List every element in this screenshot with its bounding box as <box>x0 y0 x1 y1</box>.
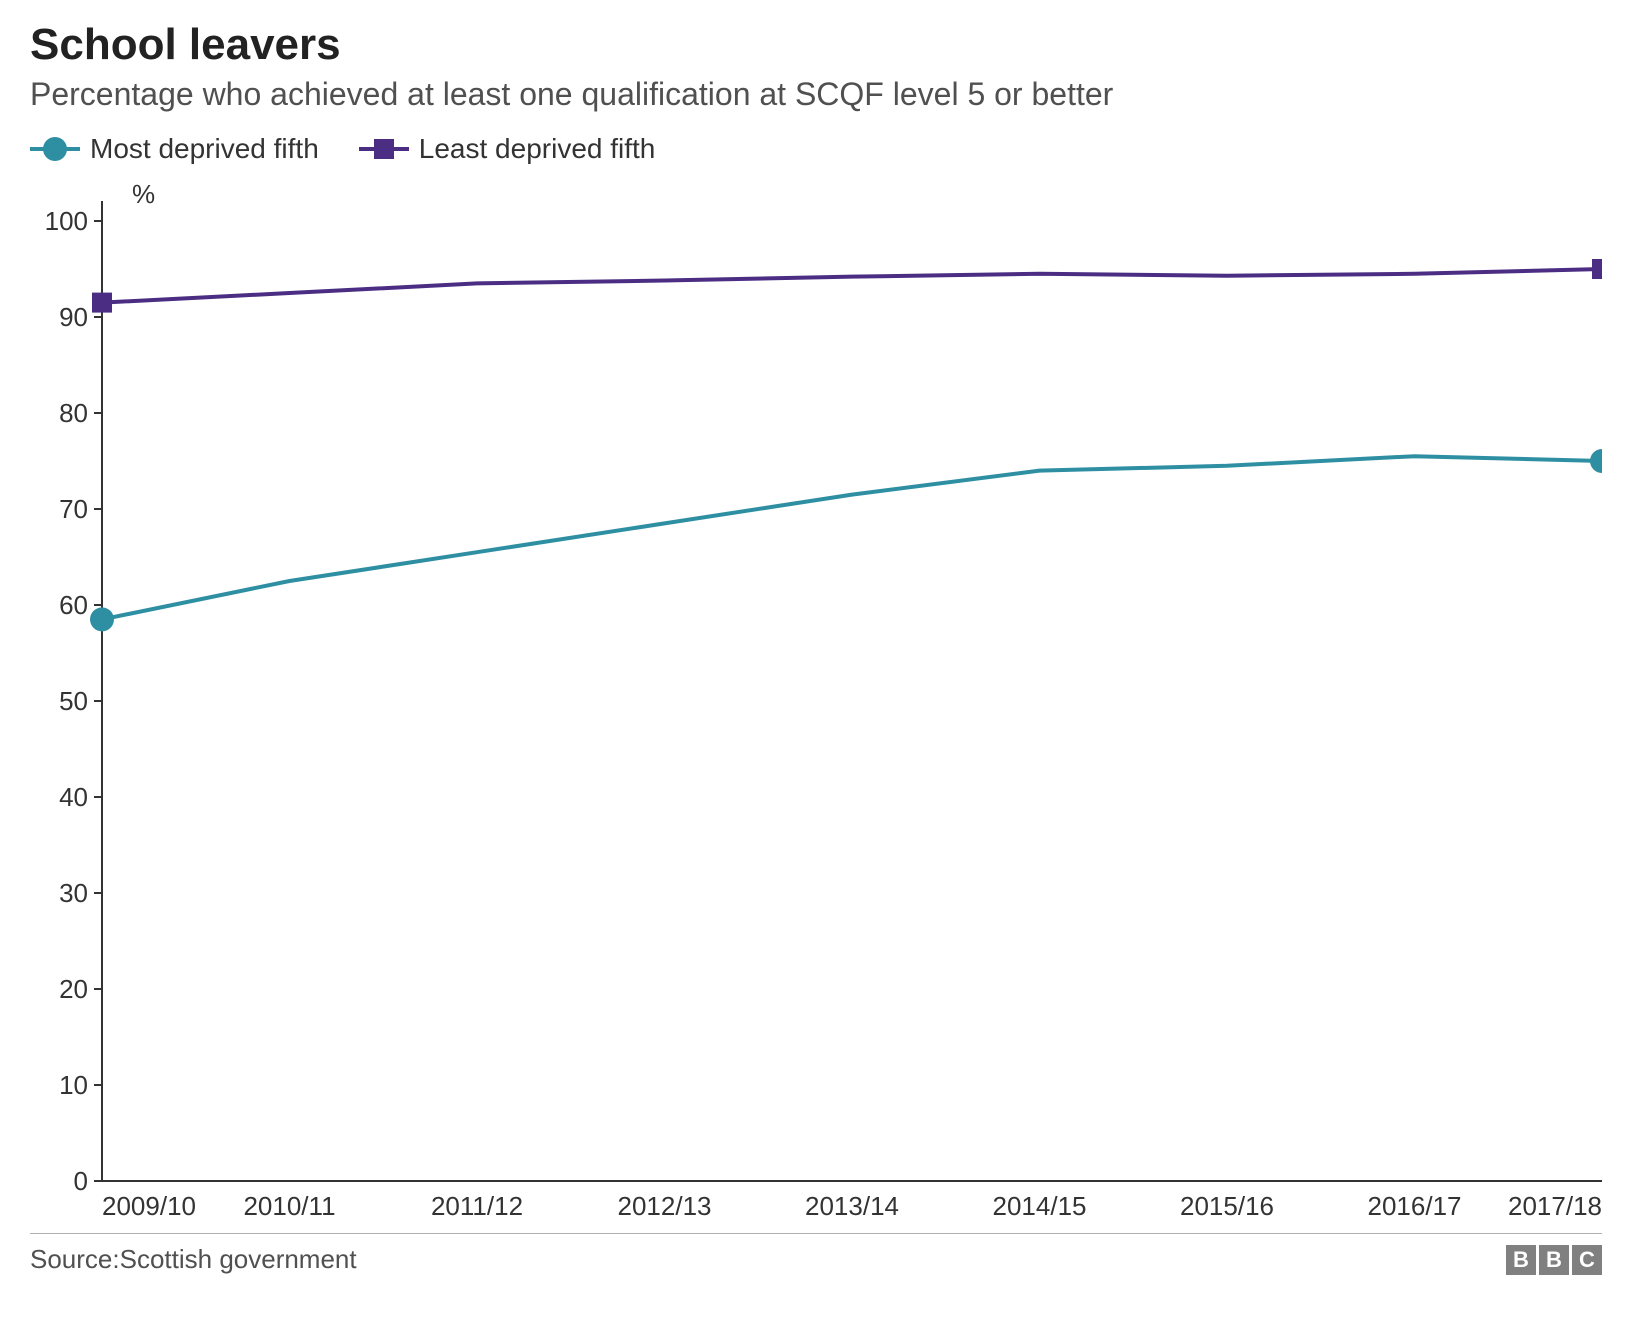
chart-svg: 0 10 20 30 40 50 60 70 80 90 100% 2009/10 2010/11 201… <box>30 181 1602 1221</box>
svg-text:2017/18: 2017/18 <box>1508 1191 1602 1221</box>
svg-text:2015/16: 2015/16 <box>1180 1191 1274 1221</box>
chart-container: School leavers Percentage who achieved a… <box>0 0 1632 1340</box>
legend-label: Least deprived fifth <box>419 133 656 165</box>
svg-text:0: 0 <box>74 1166 88 1196</box>
svg-text:%: % <box>132 181 155 209</box>
svg-text:10: 10 <box>59 1070 88 1100</box>
svg-text:2010/11: 2010/11 <box>243 1191 335 1221</box>
svg-text:2016/17: 2016/17 <box>1368 1191 1462 1221</box>
legend-marker-square <box>359 139 409 159</box>
svg-text:40: 40 <box>59 782 88 812</box>
svg-text:90: 90 <box>59 302 88 332</box>
legend-item-most-deprived: Most deprived fifth <box>30 133 319 165</box>
bbc-logo: B B C <box>1506 1245 1602 1275</box>
svg-text:30: 30 <box>59 878 88 908</box>
svg-text:70: 70 <box>59 494 88 524</box>
chart-subtitle: Percentage who achieved at least one qua… <box>30 76 1602 113</box>
legend-item-least-deprived: Least deprived fifth <box>359 133 656 165</box>
svg-text:2011/12: 2011/12 <box>431 1191 523 1221</box>
bbc-logo-box: B <box>1539 1245 1569 1275</box>
legend-marker-circle <box>30 139 80 159</box>
svg-text:100: 100 <box>45 206 88 236</box>
svg-text:2012/13: 2012/13 <box>618 1191 712 1221</box>
source-label: Source:Scottish government <box>30 1244 357 1275</box>
chart-footer: Source:Scottish government B B C <box>30 1233 1602 1275</box>
svg-text:80: 80 <box>59 398 88 428</box>
legend-label: Most deprived fifth <box>90 133 319 165</box>
svg-text:2009/10: 2009/10 <box>102 1191 196 1221</box>
svg-text:2014/15: 2014/15 <box>993 1191 1087 1221</box>
bbc-logo-box: C <box>1572 1245 1602 1275</box>
bbc-logo-box: B <box>1506 1245 1536 1275</box>
svg-text:2013/14: 2013/14 <box>805 1191 899 1221</box>
svg-text:20: 20 <box>59 974 88 1004</box>
chart-plot-area: 0 10 20 30 40 50 60 70 80 90 100% 2009/10 2010/11 201… <box>30 181 1602 1221</box>
chart-legend: Most deprived fifth Least deprived fifth <box>30 133 1602 165</box>
svg-text:50: 50 <box>59 686 88 716</box>
svg-text:60: 60 <box>59 590 88 620</box>
chart-title: School leavers <box>30 20 1602 70</box>
